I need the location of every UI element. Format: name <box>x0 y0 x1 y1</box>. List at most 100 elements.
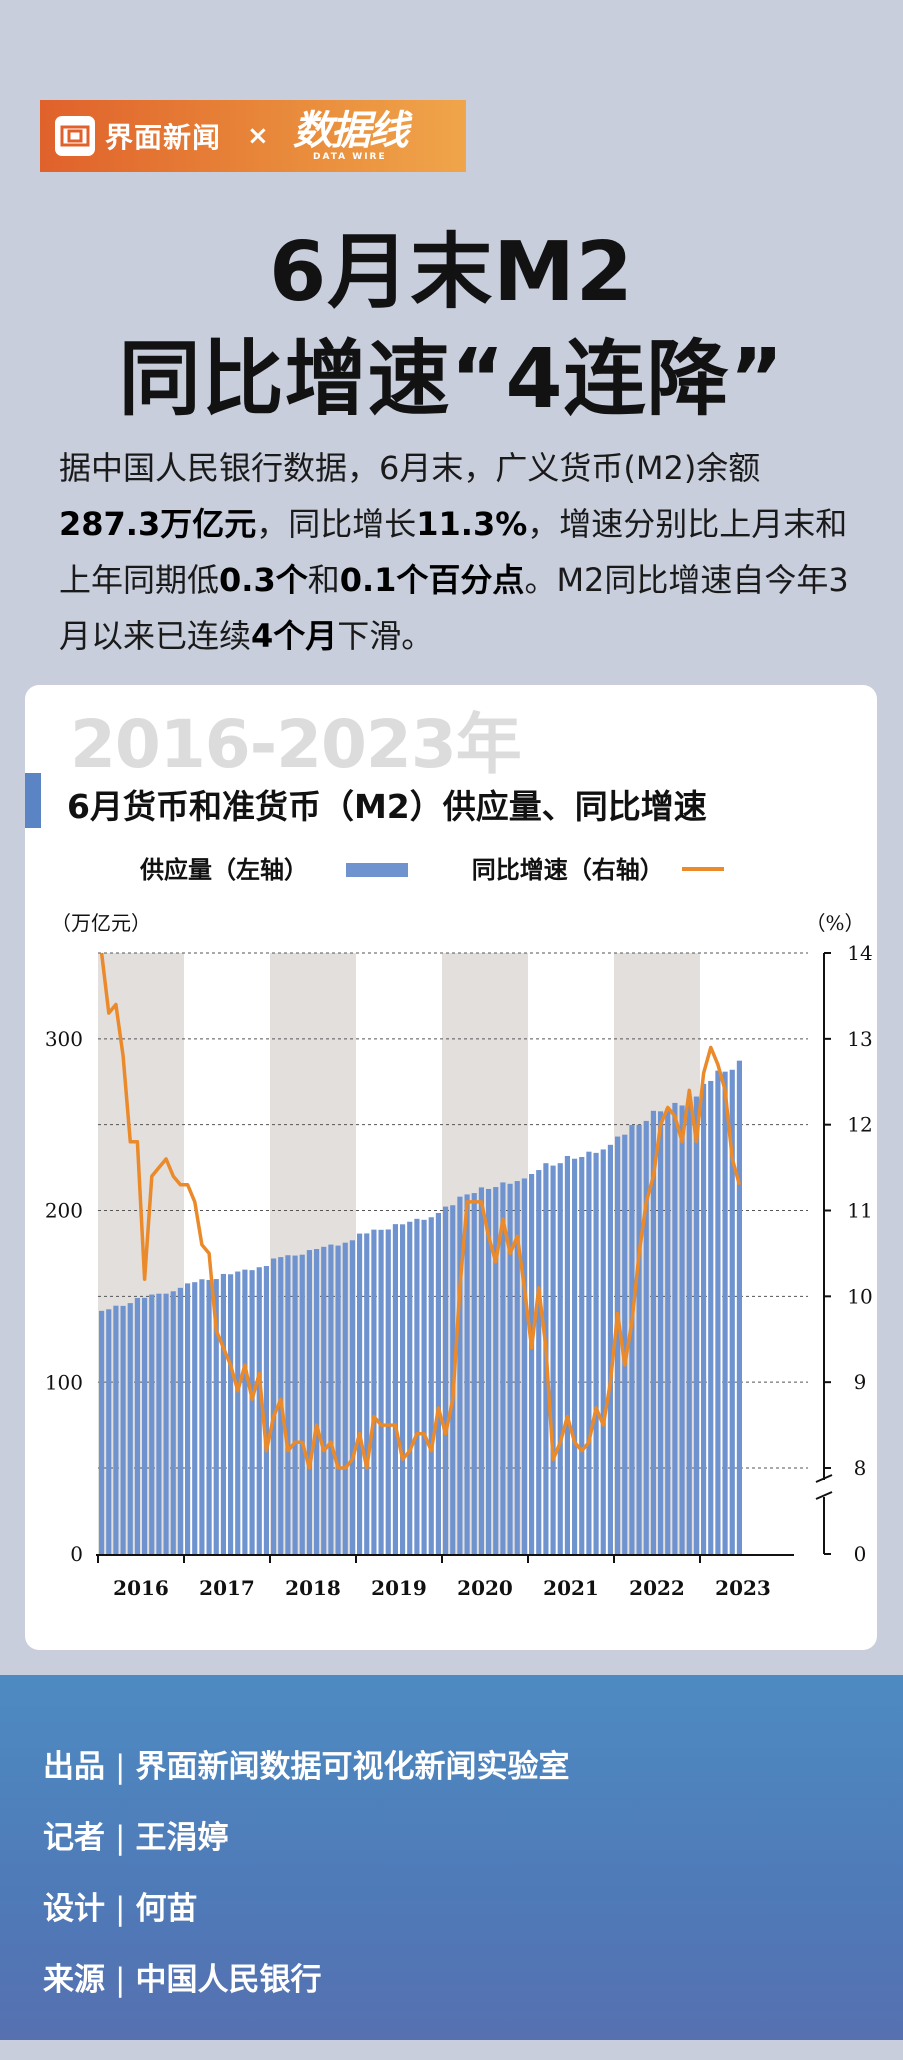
intro-highlight: 287.3万亿元 <box>59 505 257 543</box>
bar-59 <box>521 1178 527 1554</box>
bar-56 <box>500 1182 506 1554</box>
credit-designer: 设计 | 何苗 <box>43 1883 197 1928</box>
bar-30 <box>314 1249 320 1554</box>
x-tick-label: 2020 <box>457 1576 513 1600</box>
credit-key: 设计 <box>43 1891 105 1927</box>
bar-8 <box>156 1293 162 1554</box>
bar-3 <box>120 1305 126 1554</box>
title-accent-bar <box>25 773 41 828</box>
bar-15 <box>206 1279 212 1554</box>
bar-68 <box>586 1151 592 1554</box>
credits-footer: 出品 | 界面新闻数据可视化新闻实验室 记者 | 王涓婷 设计 | 何苗 来源 | 中国人民银行 <box>0 1675 903 2040</box>
year-band-2016 <box>98 953 184 1554</box>
axes: 2016 2017 2018 2019 2020 2021 2022 202301002003… <box>45 911 873 1600</box>
datawire-logo-subtext: DATA WIRE <box>312 151 387 162</box>
right-tick-label: 9 <box>854 1370 867 1394</box>
bar-77 <box>650 1110 656 1554</box>
credit-value: 何苗 <box>135 1891 198 1927</box>
right-tick-label: 12 <box>847 1113 872 1137</box>
bar-36 <box>357 1233 363 1554</box>
left-tick-label: 200 <box>45 1199 83 1223</box>
bar-14 <box>199 1279 205 1554</box>
bar-47 <box>435 1212 441 1554</box>
bar-53 <box>478 1187 484 1554</box>
legend-line-swatch <box>682 867 725 871</box>
right-tick-label: 14 <box>847 941 872 965</box>
year-bands <box>98 953 700 1554</box>
right-tick-label: 10 <box>847 1284 872 1308</box>
bar-72 <box>615 1136 621 1554</box>
bar-12 <box>185 1283 191 1554</box>
credit-reporter: 记者 | 王涓婷 <box>43 1812 228 1857</box>
bar-79 <box>665 1108 671 1554</box>
bar-65 <box>564 1155 570 1554</box>
axis-break-mark <box>815 1491 833 1500</box>
credit-key: 出品 <box>43 1749 105 1785</box>
axis-break-mark <box>815 1474 833 1483</box>
chart-card: 2016-2023年 6月货币和准货币（M2）供应量、同比增速 供应量（左轴） … <box>25 685 877 1650</box>
bar-13 <box>192 1282 198 1554</box>
bar-63 <box>550 1165 556 1554</box>
bar-7 <box>149 1294 155 1554</box>
bar-9 <box>163 1293 169 1554</box>
bar-78 <box>658 1111 664 1554</box>
right-axis-unit: （%） <box>805 911 864 935</box>
bar-26 <box>285 1255 291 1554</box>
bar-70 <box>600 1149 606 1554</box>
bar-83 <box>693 1096 699 1554</box>
bar-54 <box>486 1188 492 1554</box>
bar-27 <box>292 1255 298 1554</box>
bar-66 <box>572 1158 578 1554</box>
bar-38 <box>371 1229 377 1554</box>
bar-6 <box>142 1297 148 1554</box>
intro-highlight: 0.1个百分点 <box>339 561 525 599</box>
bar-64 <box>557 1163 563 1554</box>
jiemian-logo-icon <box>55 116 95 156</box>
bar-28 <box>299 1254 305 1554</box>
bar-58 <box>514 1181 520 1554</box>
bar-42 <box>400 1224 406 1554</box>
intro-text: 据中国人民银行数据，6月末，广义货币(M2)余额 <box>59 449 761 487</box>
intro-paragraph: 据中国人民银行数据，6月末，广义货币(M2)余额 287.3万亿元，同比增长11.… <box>59 440 859 664</box>
bar-60 <box>529 1173 535 1554</box>
left-tick-label: 100 <box>45 1370 83 1394</box>
bar-34 <box>342 1242 348 1554</box>
intro-highlight: 4个月 <box>251 617 338 655</box>
intro-text: ，同比增长 <box>256 505 417 543</box>
bar-29 <box>306 1250 312 1554</box>
bar-33 <box>335 1245 341 1554</box>
year-band-2022 <box>614 953 700 1554</box>
bar-87 <box>722 1071 728 1554</box>
intro-highlight: 0.3个 <box>219 561 308 599</box>
right-tick-label: 0 <box>854 1542 867 1566</box>
bar-74 <box>629 1125 635 1554</box>
credit-value: 王涓婷 <box>135 1820 229 1856</box>
legend-bars-swatch <box>346 863 409 877</box>
bar-19 <box>235 1271 241 1554</box>
bar-39 <box>378 1229 384 1554</box>
bar-76 <box>643 1120 649 1554</box>
x-tick-label: 2023 <box>715 1576 771 1600</box>
chart-title: 6月货币和准货币（M2）供应量、同比增速 <box>67 787 707 826</box>
bar-37 <box>364 1233 370 1554</box>
credit-key: 来源 <box>43 1962 105 1998</box>
credit-value: 中国人民银行 <box>135 1962 322 1998</box>
bar-2 <box>113 1305 119 1554</box>
year-band-2020 <box>442 953 528 1554</box>
bar-71 <box>607 1144 613 1554</box>
bar-61 <box>536 1170 542 1554</box>
credit-separator: | <box>115 1891 126 1927</box>
credit-separator: | <box>115 1962 126 1998</box>
intro-text: 和 <box>307 561 340 599</box>
bar-24 <box>271 1258 277 1554</box>
bar-48 <box>443 1206 449 1554</box>
bar-series <box>99 1060 742 1554</box>
chart-legend: 供应量（左轴） 同比增速（右轴） <box>140 850 725 885</box>
bar-46 <box>428 1217 434 1554</box>
bar-67 <box>579 1156 585 1554</box>
credit-separator: | <box>115 1749 126 1785</box>
credit-separator: | <box>115 1820 126 1856</box>
bar-22 <box>256 1267 262 1554</box>
legend-bars-label: 供应量（左轴） <box>140 856 308 884</box>
bar-41 <box>392 1224 398 1554</box>
